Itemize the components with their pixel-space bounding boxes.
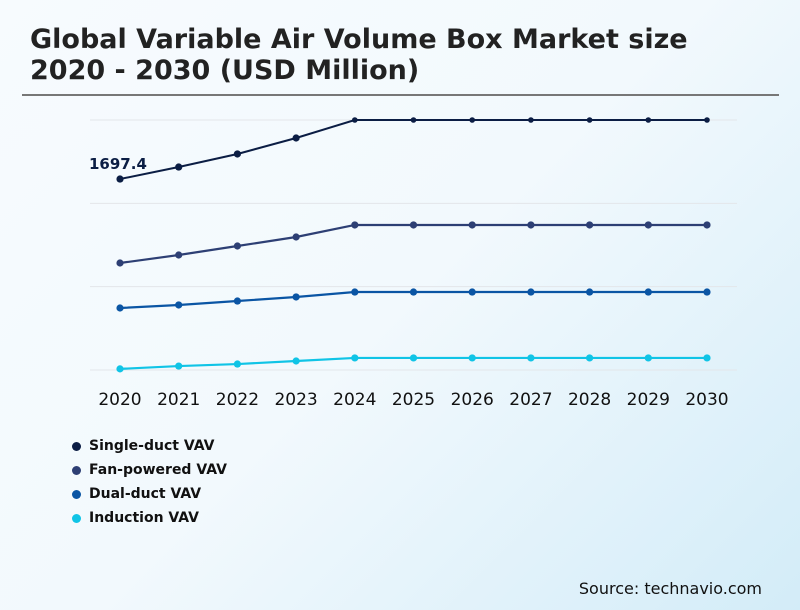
data-point [468,354,476,362]
data-label: 1697.4 [89,155,147,173]
data-point [468,288,476,296]
data-point [175,251,183,259]
x-tick-label: 2030 [685,390,728,410]
data-point [527,288,535,296]
legend-marker [72,489,81,499]
legend: Single-duct VAV Fan-powered VAV Dual-duct … [72,434,227,530]
legend-item: Induction VAV [72,506,227,530]
data-point [409,354,418,362]
data-point [527,354,535,362]
x-tick-label: 2023 [274,390,317,410]
x-tick-label: 2021 [157,390,200,410]
data-point [586,117,593,123]
x-tick-label: 2029 [627,390,670,410]
legend-item: Fan-powered VAV [72,458,227,482]
legend-label: Single-duct VAV [89,438,215,454]
data-point [175,163,183,171]
data-point [175,301,183,309]
data-point [703,288,711,296]
x-tick-label: 2027 [509,390,552,410]
data-point [233,242,241,250]
data-point [645,117,652,123]
data-point [116,365,124,373]
data-point [175,362,183,370]
data-point [703,221,711,229]
data-point [351,354,359,362]
series-line [119,223,707,265]
legend-marker [72,513,81,523]
x-tick-label: 2020 [98,390,141,410]
x-tick-label: 2022 [216,390,259,410]
data-point [292,357,300,365]
data-point [233,150,241,158]
data-point [116,175,124,183]
x-tick-label: 2026 [451,390,494,410]
data-point [233,360,241,368]
data-point [703,354,711,362]
chart-title: Global Variable Air Volume Box Market si… [30,24,688,86]
data-point [469,117,476,123]
legend-marker [72,465,81,475]
data-point [292,233,300,241]
data-point [527,221,535,229]
data-point [586,288,594,296]
legend-item: Dual-duct VAV [72,482,227,506]
title-divider [22,94,779,96]
data-point [468,221,476,229]
data-point [410,117,417,123]
data-point [292,134,300,142]
legend-marker [72,441,81,451]
data-point [352,117,358,123]
legend-item: Single-duct VAV [72,434,227,458]
data-point [351,288,359,296]
x-tick-label: 2028 [568,390,611,410]
data-point [233,297,241,305]
data-point [644,354,652,362]
data-point [116,259,124,267]
series-line [119,119,707,181]
legend-label: Dual-duct VAV [89,486,202,502]
legend-label: Fan-powered VAV [89,462,227,478]
data-point [644,221,652,229]
x-tick-label: 2024 [333,390,376,410]
data-point [704,117,710,123]
data-point [409,288,418,296]
data-point [528,117,534,123]
data-point [586,221,594,229]
source-note: Source: technavio.com [578,579,762,598]
data-point [409,221,418,229]
x-tick-label: 2025 [392,390,435,410]
data-point [586,354,594,362]
data-point [351,221,359,229]
legend-label: Induction VAV [89,510,200,526]
data-point [116,304,124,312]
data-point [644,288,652,296]
data-point [292,293,300,301]
